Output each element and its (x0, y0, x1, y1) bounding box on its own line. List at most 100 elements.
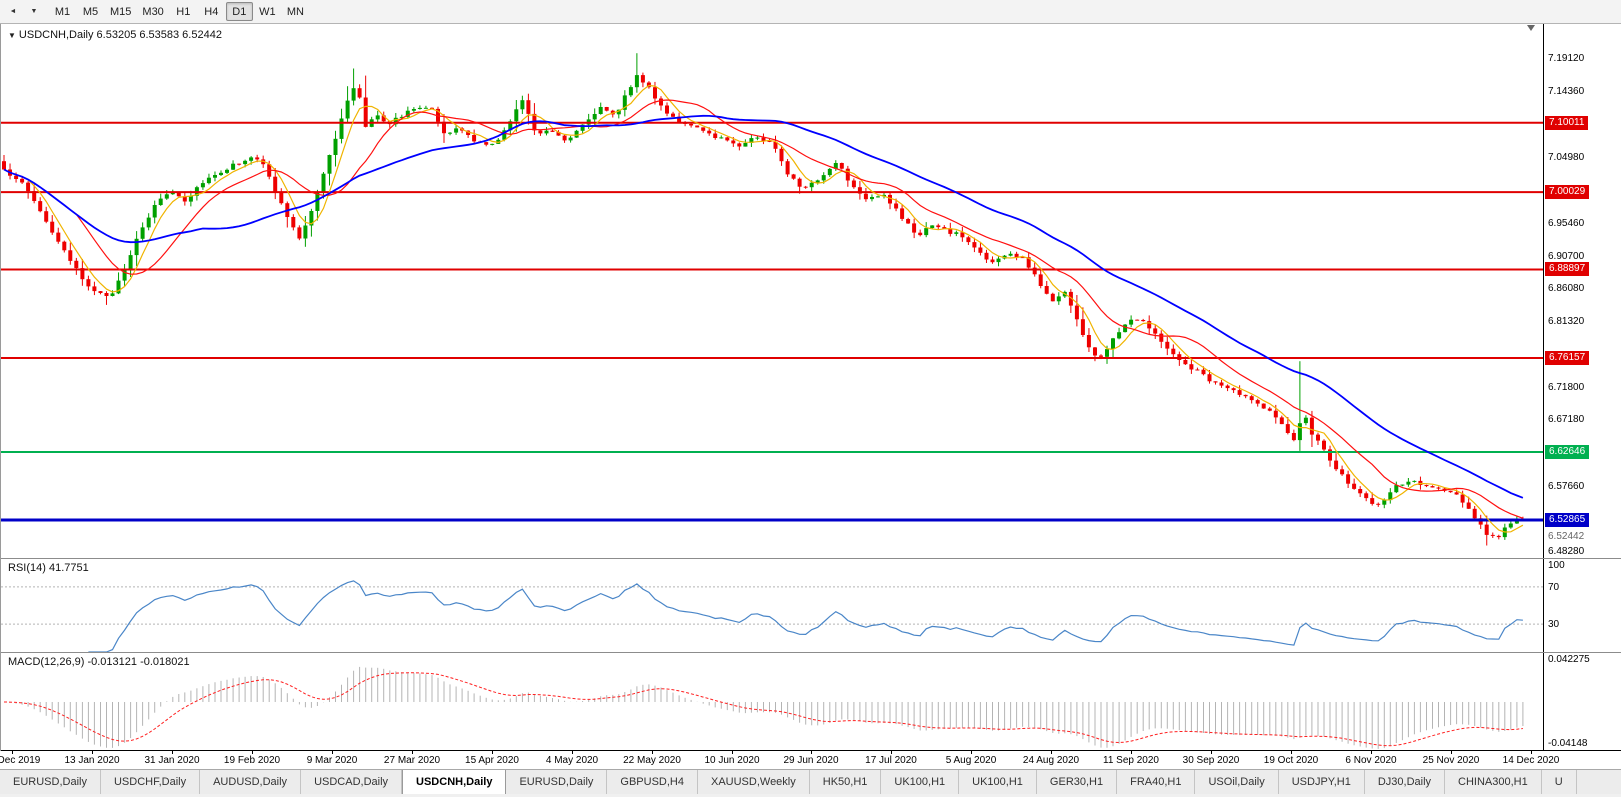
charts-nav-left-button[interactable]: ◄ (3, 2, 23, 21)
time-tick (732, 751, 733, 754)
date-label: 19 Feb 2020 (223, 755, 281, 766)
price-tick-label: 6.71800 (1548, 382, 1585, 393)
time-tick (1451, 751, 1452, 754)
time-tick (1531, 751, 1532, 754)
macd-tick-label: -0.04148 (1548, 738, 1588, 749)
timeframe-toolbar: ◄ ▼ M1 M5 M15 M30 H1 H4 D1 W1 MN (0, 0, 1621, 24)
time-tick (1051, 751, 1052, 754)
timeframe-button-mn[interactable]: MN (282, 2, 309, 21)
price-tick-label: 7.19120 (1548, 53, 1585, 64)
charts-list-dropdown-button[interactable]: ▼ (24, 2, 44, 21)
price-tick-label: 6.90700 (1548, 251, 1585, 262)
chart-tab-uk100-h1[interactable]: UK100,H1 (959, 770, 1037, 794)
chart-tab-usdchf-daily[interactable]: USDCHF,Daily (100, 770, 201, 794)
timeframe-button-w1[interactable]: W1 (254, 2, 281, 21)
timeframe-buttons-group: M1 M5 M15 M30 H1 H4 D1 W1 MN (49, 2, 309, 21)
chart-tab-ger30-h1[interactable]: GER30,H1 (1036, 770, 1118, 794)
chart-tab-usoil-daily[interactable]: USOil,Daily (1195, 770, 1279, 794)
timeframe-button-h1[interactable]: H1 (170, 2, 197, 21)
ohlc-values-label: 6.53205 6.53583 6.52442 (96, 29, 222, 41)
chart-bottom-border (1, 750, 1621, 751)
timeframe-button-m5[interactable]: M5 (77, 2, 104, 21)
date-label: 14 Dec 2020 (1502, 755, 1560, 766)
date-label: 4 May 2020 (545, 755, 599, 766)
price-tick-label: 6.95460 (1548, 218, 1585, 229)
time-tick (811, 751, 812, 754)
chart-tabs-bar: EURUSD,Daily USDCHF,Daily AUDUSD,Daily USDC… (0, 769, 1621, 794)
time-tick (492, 751, 493, 754)
timeframe-button-m15[interactable]: M15 (105, 2, 136, 21)
price-axis[interactable]: 7.19120 7.14360 7.04980 6.95460 6.90700 6.860… (1543, 24, 1621, 751)
price-tick-label: 6.57660 (1548, 481, 1585, 492)
chart-tab-usdcnh-daily[interactable]: USDCNH,Daily (402, 770, 507, 794)
macd-tick-label: 0.042275 (1548, 654, 1590, 665)
macd-indicator-canvas[interactable] (1, 653, 1544, 750)
chart-shift-marker[interactable] (1526, 25, 1535, 31)
date-label: 6 Nov 2020 (1345, 755, 1397, 766)
time-tick (891, 751, 892, 754)
chart-tab-u[interactable]: U (1541, 770, 1577, 794)
chart-tab-dj30-daily[interactable]: DJ30,Daily (1364, 770, 1446, 794)
time-tick (332, 751, 333, 754)
rsi-tick-label: 100 (1548, 560, 1565, 571)
date-label: 27 Mar 2020 (383, 755, 441, 766)
time-tick (652, 751, 653, 754)
date-label: 25 Dec 2019 (0, 755, 41, 766)
price-tick-label: 7.14360 (1548, 86, 1585, 97)
time-tick (1131, 751, 1132, 754)
price-tick-label: 6.48280 (1548, 546, 1585, 557)
time-tick (252, 751, 253, 754)
time-axis[interactable]: 25 Dec 2019 13 Jan 2020 31 Jan 2020 19 Feb … (0, 751, 1621, 769)
one-click-trading-icon[interactable]: ▼ (8, 31, 16, 40)
chart-tab-uk100-h1[interactable]: UK100,H1 (881, 770, 960, 794)
symbol-period-label: USDCNH,Daily (18, 29, 94, 41)
chart-tab-usdjpy-h1[interactable]: USDJPY,H1 (1278, 770, 1365, 794)
chart-tab-gbpusd-h4[interactable]: GBPUSD,H4 (607, 770, 698, 794)
date-label: 22 May 2020 (623, 755, 681, 766)
time-tick (1371, 751, 1372, 754)
candlestick-chart-canvas[interactable] (1, 24, 1544, 558)
rsi-tick-label: 70 (1548, 582, 1560, 593)
timeframe-button-d1[interactable]: D1 (225, 2, 253, 21)
bid-price-label: 6.52442 (1548, 531, 1585, 542)
rsi-indicator-label: RSI(14) 41.7751 (8, 562, 89, 574)
chart-tab-xauusd-weekly[interactable]: XAUUSD,Weekly (697, 770, 810, 794)
time-tick (971, 751, 972, 754)
price-line-badge: 7.10011 (1545, 116, 1589, 130)
chart-tab-audusd-daily[interactable]: AUDUSD,Daily (200, 770, 302, 794)
date-label: 29 Jun 2020 (783, 755, 839, 766)
timeframe-button-m1[interactable]: M1 (49, 2, 76, 21)
chart-tab-hk50-h1[interactable]: HK50,H1 (809, 770, 882, 794)
rsi-tick-label: 30 (1548, 619, 1560, 630)
chart-tab-fra40-h1[interactable]: FRA40,H1 (1117, 770, 1196, 794)
time-tick (172, 751, 173, 754)
pane-separator[interactable] (1, 558, 1621, 559)
date-label: 24 Aug 2020 (1022, 755, 1080, 766)
price-line-badge: 7.00029 (1545, 185, 1590, 199)
date-label: 25 Nov 2020 (1422, 755, 1480, 766)
date-label: 13 Jan 2020 (64, 755, 120, 766)
timeframe-button-h4[interactable]: H4 (198, 2, 225, 21)
price-tick-label: 7.04980 (1548, 152, 1585, 163)
time-tick (412, 751, 413, 754)
date-label: 17 Jul 2020 (865, 755, 917, 766)
chart-tab-usdcad-daily[interactable]: USDCAD,Daily (301, 770, 403, 794)
chart-tab-china300-h1[interactable]: CHINA300,H1 (1445, 770, 1542, 794)
price-line-badge: 6.62646 (1545, 445, 1590, 459)
timeframe-button-m30[interactable]: M30 (137, 2, 168, 21)
date-label: 10 Jun 2020 (704, 755, 760, 766)
time-tick (1211, 751, 1212, 754)
date-label: 11 Sep 2020 (1103, 755, 1159, 766)
time-tick (1291, 751, 1292, 754)
price-tick-label: 6.67180 (1548, 414, 1585, 425)
pane-separator[interactable] (1, 652, 1621, 653)
price-line-badge: 6.76157 (1545, 351, 1590, 365)
macd-indicator-label: MACD(12,26,9) -0.013121 -0.018021 (8, 656, 190, 668)
chart-tab-eurusd-daily[interactable]: EURUSD,Daily (0, 770, 101, 794)
chart-area[interactable]: ▼ USDCNH,Daily 6.53205 6.53583 6.52442 RS… (0, 24, 1621, 751)
date-label: 9 Mar 2020 (306, 755, 358, 766)
rsi-indicator-canvas[interactable] (1, 559, 1544, 652)
date-label: 30 Sep 2020 (1182, 755, 1240, 766)
chart-tab-eurusd-daily[interactable]: EURUSD,Daily (506, 770, 608, 794)
time-tick (572, 751, 573, 754)
